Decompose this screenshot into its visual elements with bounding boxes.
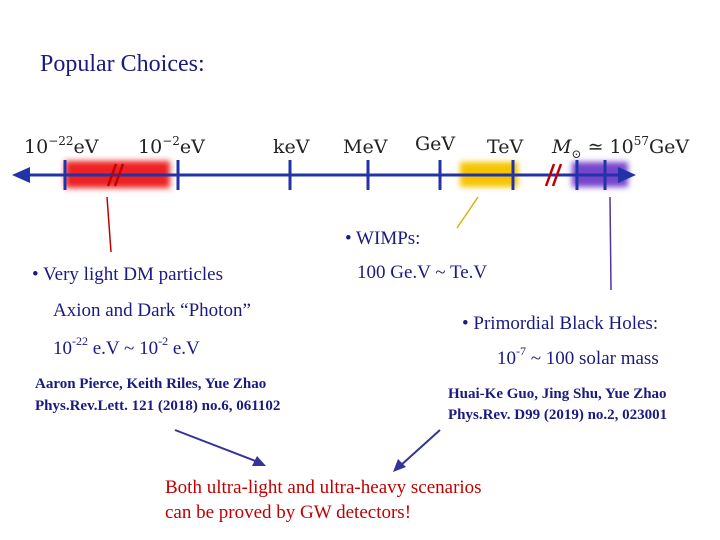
axis-label: GeV	[415, 133, 455, 155]
range-exp: -22	[72, 334, 88, 348]
reference: Phys.Rev. D99 (2019) no.2, 023001	[448, 407, 667, 423]
range-exp: -7	[516, 344, 526, 358]
axis-label-base: 10	[24, 136, 48, 158]
axis-label-unit: GeV	[649, 136, 689, 158]
axis-label-exp: −2	[162, 134, 180, 148]
slide-title: Popular Choices:	[40, 51, 205, 77]
axis-label-exp: −22	[48, 134, 73, 148]
range-part: e.V ~ 10	[88, 338, 158, 359]
arrows	[174, 429, 441, 472]
light-range: 10-22 e.V ~ 10-2 e.V	[53, 334, 200, 359]
range-part: e.V	[168, 338, 200, 359]
axis-label-exp: 57	[634, 134, 649, 148]
conclusion: Both ultra-light and ultra-heavy scenari…	[165, 477, 482, 498]
pbh-range: 10-7 ~ 100 solar mass	[497, 344, 659, 369]
light-heading: • Very light DM particles	[32, 264, 223, 285]
axis-label-symbol: M	[551, 136, 572, 158]
axis-break	[106, 163, 563, 187]
axis-label-unit: eV	[74, 136, 99, 158]
axis	[12, 160, 636, 190]
pbh-heading: • Primordial Black Holes:	[462, 313, 658, 334]
pointer	[456, 196, 479, 229]
wimp-range: 100 Ge.V ~ Te.V	[357, 262, 487, 283]
axis-label: 10−2eV	[138, 134, 205, 158]
axis-label-base: 10	[138, 136, 162, 158]
range-part: 10	[53, 338, 72, 359]
pointer	[106, 196, 112, 253]
light-line: Axion and Dark “Photon”	[53, 300, 251, 321]
conclusion: can be proved by GW detectors!	[165, 502, 411, 523]
axis-label-sub: ⊙	[571, 147, 581, 161]
axis-label: keV	[273, 136, 310, 158]
range-part: 10	[497, 348, 516, 369]
axis-label-approx: ≃ 10	[582, 136, 634, 158]
axis-label: MeV	[343, 136, 388, 158]
pointer	[609, 196, 612, 291]
wimp-heading: • WIMPs:	[345, 228, 420, 249]
axis-label-unit: eV	[180, 136, 205, 158]
range-part: ~ 100 solar mass	[526, 348, 659, 369]
axis-label: M⊙ ≃ 1057GeV	[551, 134, 689, 161]
reference: Aaron Pierce, Keith Riles, Yue Zhao	[35, 376, 266, 392]
axis-label: TeV	[487, 136, 523, 158]
axis-label: 10−22eV	[24, 134, 99, 158]
reference: Huai-Ke Guo, Jing Shu, Yue Zhao	[448, 386, 667, 402]
range-exp: -2	[158, 334, 168, 348]
reference: Phys.Rev.Lett. 121 (2018) no.6, 061102	[35, 398, 280, 414]
